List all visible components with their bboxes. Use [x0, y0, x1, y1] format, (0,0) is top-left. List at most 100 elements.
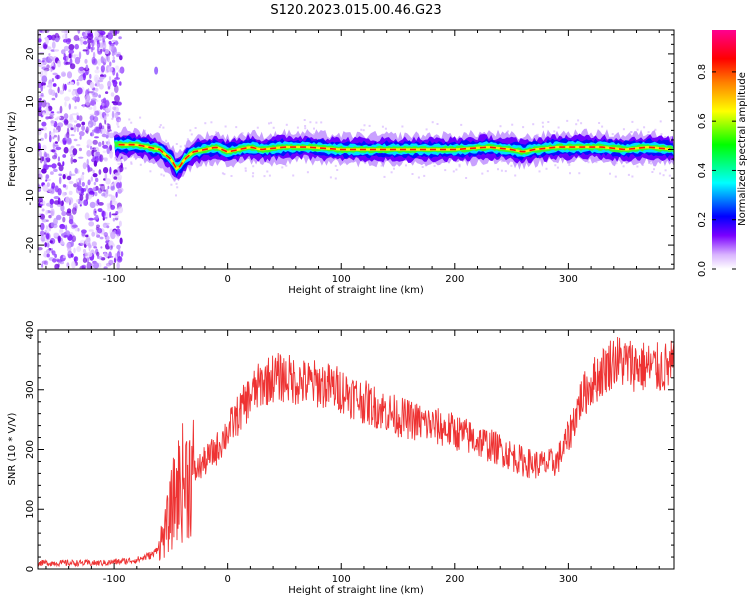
spectral-speck: [647, 131, 650, 134]
noise-speck: [108, 40, 112, 45]
noise-speck: [98, 141, 102, 147]
noise-speck: [41, 121, 47, 127]
noise-speck: [105, 135, 109, 139]
noise-speck: [95, 99, 99, 102]
x-tick-label: 100: [332, 274, 351, 285]
spectral-speck: [458, 163, 461, 166]
noise-speck: [110, 185, 116, 191]
spectral-speck: [507, 130, 509, 133]
noise-speck: [62, 161, 65, 167]
noise-speck: [101, 140, 105, 146]
noise-speck: [86, 46, 92, 50]
noise-speck: [109, 61, 112, 67]
noise-speck: [73, 35, 80, 41]
spectral-speck: [393, 167, 395, 170]
noise-speck: [70, 127, 74, 131]
spectral-speck: [334, 177, 337, 180]
band-core-red: [118, 143, 671, 170]
noise-speck: [119, 237, 123, 245]
noise-speck: [45, 116, 52, 119]
colorbar-ticks: 0.0 0.2 0.4 0.6 0.8: [697, 64, 736, 277]
noise-speck: [50, 120, 55, 124]
noise-speck: [48, 214, 52, 219]
noise-speck: [103, 232, 109, 237]
spectral-speck: [421, 166, 424, 168]
noise-speck: [89, 131, 95, 137]
noise-speck: [68, 53, 72, 59]
noise-speck: [40, 92, 44, 97]
noise-speck: [116, 182, 121, 189]
noise-speck: [68, 180, 74, 185]
noise-speck: [41, 200, 46, 206]
noise-speck: [118, 220, 122, 227]
noise-speck: [51, 41, 56, 49]
noise-speck: [98, 36, 103, 41]
noise-speck: [50, 67, 53, 73]
x-tick-label: 300: [559, 574, 578, 585]
noise-speck: [100, 65, 105, 73]
noise-speck: [71, 90, 76, 96]
noise-speck: [49, 198, 54, 205]
noise-speck: [49, 112, 55, 117]
noise-speck: [85, 234, 89, 238]
noise-speck: [98, 202, 104, 206]
noise-speck: [107, 86, 111, 90]
colorbar-gradient: [712, 30, 736, 269]
spectral-speck: [532, 123, 535, 126]
noise-speck: [76, 199, 79, 203]
noise-speck: [106, 34, 109, 39]
noise-speck: [78, 51, 82, 60]
noise-speck: [109, 211, 112, 218]
noise-speck: [41, 168, 47, 174]
spectral-speck: [118, 119, 121, 122]
noise-speck: [105, 262, 112, 267]
colorbar: 0.0 0.2 0.4 0.6 0.8 Normalized spectral ampl…: [697, 30, 748, 277]
spectral-speck: [223, 173, 226, 176]
noise-speck: [92, 51, 96, 59]
noise-speck: [38, 170, 42, 174]
spectral-speck: [186, 138, 189, 141]
spectral-speck: [545, 167, 548, 170]
noise-speck: [59, 228, 64, 233]
noise-speck: [103, 35, 107, 39]
spectral-speck: [194, 127, 197, 129]
noise-speck: [93, 126, 100, 134]
noise-speck: [51, 182, 56, 189]
noise-speck: [111, 213, 118, 216]
noise-speck: [46, 253, 50, 258]
noise-speck: [100, 257, 106, 261]
spectral-speck: [538, 170, 541, 173]
spectral-speck: [662, 174, 665, 177]
noise-speck: [109, 200, 113, 208]
noise-speck: [100, 56, 105, 64]
noise-speck: [82, 104, 85, 108]
noise-speck: [91, 58, 98, 66]
noise-speck: [94, 76, 98, 83]
noise-speck: [95, 214, 99, 220]
noise-speck: [40, 222, 45, 231]
spectral-speck: [425, 128, 428, 131]
noise-speck: [46, 178, 51, 182]
noise-speck: [51, 62, 54, 66]
noise-speck: [39, 173, 43, 181]
noise-speck: [66, 131, 70, 139]
spectral-speck: [190, 133, 193, 136]
noise-speck: [111, 39, 117, 43]
noise-speck: [114, 172, 120, 176]
noise-speck: [66, 137, 72, 144]
spectral-speck: [423, 174, 426, 177]
noise-speck: [73, 138, 78, 142]
noise-speck: [68, 49, 75, 54]
spectral-speck: [303, 119, 306, 121]
noise-speck: [68, 218, 74, 225]
noise-speck: [40, 137, 44, 141]
noise-speck: [105, 107, 111, 112]
noise-speck: [52, 258, 57, 263]
noise-speck: [44, 242, 48, 248]
noise-speck: [62, 83, 65, 92]
noise-speck: [94, 83, 97, 87]
spectral-speck: [664, 136, 667, 138]
noise-speck: [72, 235, 77, 242]
noise-speck: [54, 92, 58, 98]
